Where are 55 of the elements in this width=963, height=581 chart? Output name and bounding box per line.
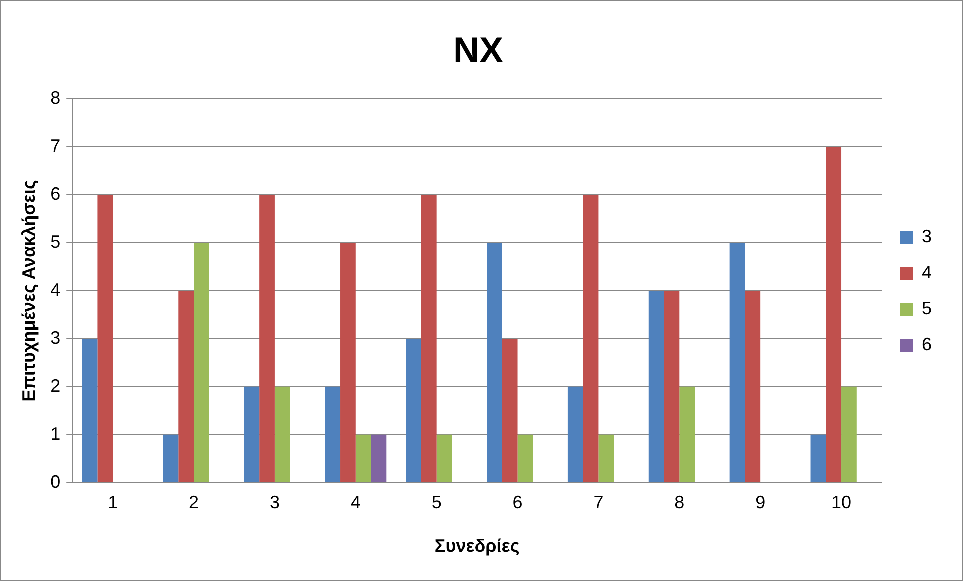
x-tick-label: 1	[108, 492, 118, 513]
bar	[518, 434, 534, 482]
x-tick-label: 4	[350, 492, 361, 513]
legend-label: 5	[922, 298, 932, 318]
y-tick-label: 4	[50, 280, 61, 300]
legend-label: 3	[922, 226, 932, 246]
bar	[810, 434, 826, 482]
bar	[98, 195, 114, 482]
legend-label: 6	[922, 334, 932, 354]
bar	[436, 434, 452, 482]
x-axis-title: Συνεδρίες	[434, 536, 520, 556]
bar	[421, 195, 437, 482]
y-tick-label: 8	[50, 88, 61, 108]
bar	[406, 338, 422, 482]
bar	[745, 291, 761, 482]
y-tick-label: 6	[50, 184, 61, 204]
y-tick-label: 0	[50, 472, 61, 492]
y-tick-label: 5	[50, 232, 61, 252]
y-tick-label: 7	[50, 136, 61, 156]
bar	[356, 434, 372, 482]
x-tick-label: 6	[512, 492, 523, 513]
bar	[648, 291, 664, 482]
bar	[680, 386, 696, 482]
bar	[598, 434, 614, 482]
bar	[340, 243, 356, 482]
bar	[826, 147, 842, 482]
bar	[260, 195, 275, 482]
bar	[568, 386, 584, 482]
chart-title: NX	[453, 30, 504, 71]
bar	[583, 195, 599, 482]
bar	[82, 338, 98, 482]
y-tick-label: 3	[50, 328, 61, 348]
x-tick-label: 5	[432, 492, 442, 513]
bar	[842, 386, 857, 482]
bar	[371, 434, 387, 482]
x-tick-label: 2	[189, 492, 200, 513]
x-tick-label: 10	[832, 492, 852, 513]
bar	[274, 386, 290, 482]
legend-label: 4	[922, 262, 932, 282]
y-tick-label: 1	[50, 424, 61, 444]
bar	[664, 291, 680, 482]
bar	[730, 243, 746, 482]
bar	[194, 243, 210, 482]
y-tick-label: 2	[50, 376, 61, 396]
bar	[502, 338, 518, 482]
bar	[487, 243, 502, 482]
y-axis-title: Επιτυχημένες Ανακλήσεις	[18, 180, 39, 402]
bar	[244, 386, 260, 482]
bar	[178, 291, 194, 482]
x-tick-label: 7	[594, 492, 604, 513]
x-tick-label: 9	[756, 492, 766, 513]
x-tick-label: 3	[270, 492, 280, 513]
x-tick-label: 8	[674, 492, 685, 513]
bar	[163, 434, 179, 482]
bar	[325, 386, 341, 482]
